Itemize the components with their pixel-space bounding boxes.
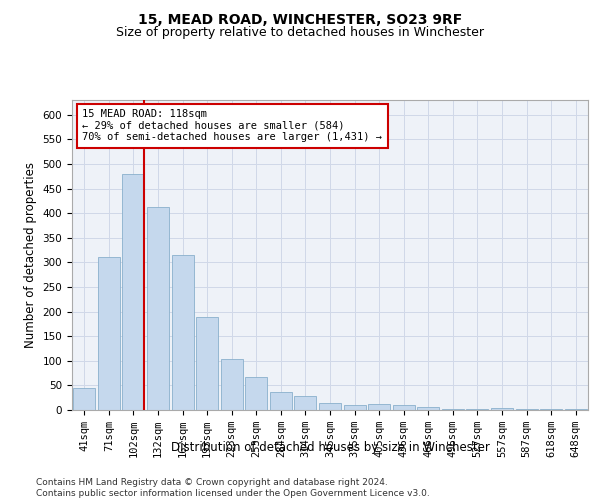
Bar	[466, 408, 488, 410]
Bar	[73, 388, 95, 410]
Text: Size of property relative to detached houses in Winchester: Size of property relative to detached ho…	[116, 26, 484, 39]
Y-axis label: Number of detached properties: Number of detached properties	[24, 162, 37, 348]
Text: 15, MEAD ROAD, WINCHESTER, SO23 9RF: 15, MEAD ROAD, WINCHESTER, SO23 9RF	[138, 12, 462, 26]
Bar	[417, 406, 439, 410]
Bar	[221, 360, 243, 410]
Bar	[172, 255, 194, 410]
Bar	[442, 408, 464, 410]
Bar	[515, 408, 538, 410]
Bar	[122, 174, 145, 410]
Bar	[344, 404, 365, 410]
Bar	[368, 404, 390, 410]
Text: Contains HM Land Registry data © Crown copyright and database right 2024.
Contai: Contains HM Land Registry data © Crown c…	[36, 478, 430, 498]
Bar	[491, 408, 513, 410]
Bar	[319, 403, 341, 410]
Text: 15 MEAD ROAD: 118sqm
← 29% of detached houses are smaller (584)
70% of semi-deta: 15 MEAD ROAD: 118sqm ← 29% of detached h…	[82, 110, 382, 142]
Bar	[98, 257, 120, 410]
Bar	[565, 408, 587, 410]
Bar	[540, 408, 562, 410]
Bar	[196, 316, 218, 410]
Bar	[270, 392, 292, 410]
Text: Distribution of detached houses by size in Winchester: Distribution of detached houses by size …	[170, 441, 490, 454]
Bar	[147, 207, 169, 410]
Bar	[295, 396, 316, 410]
Bar	[245, 376, 268, 410]
Bar	[392, 405, 415, 410]
